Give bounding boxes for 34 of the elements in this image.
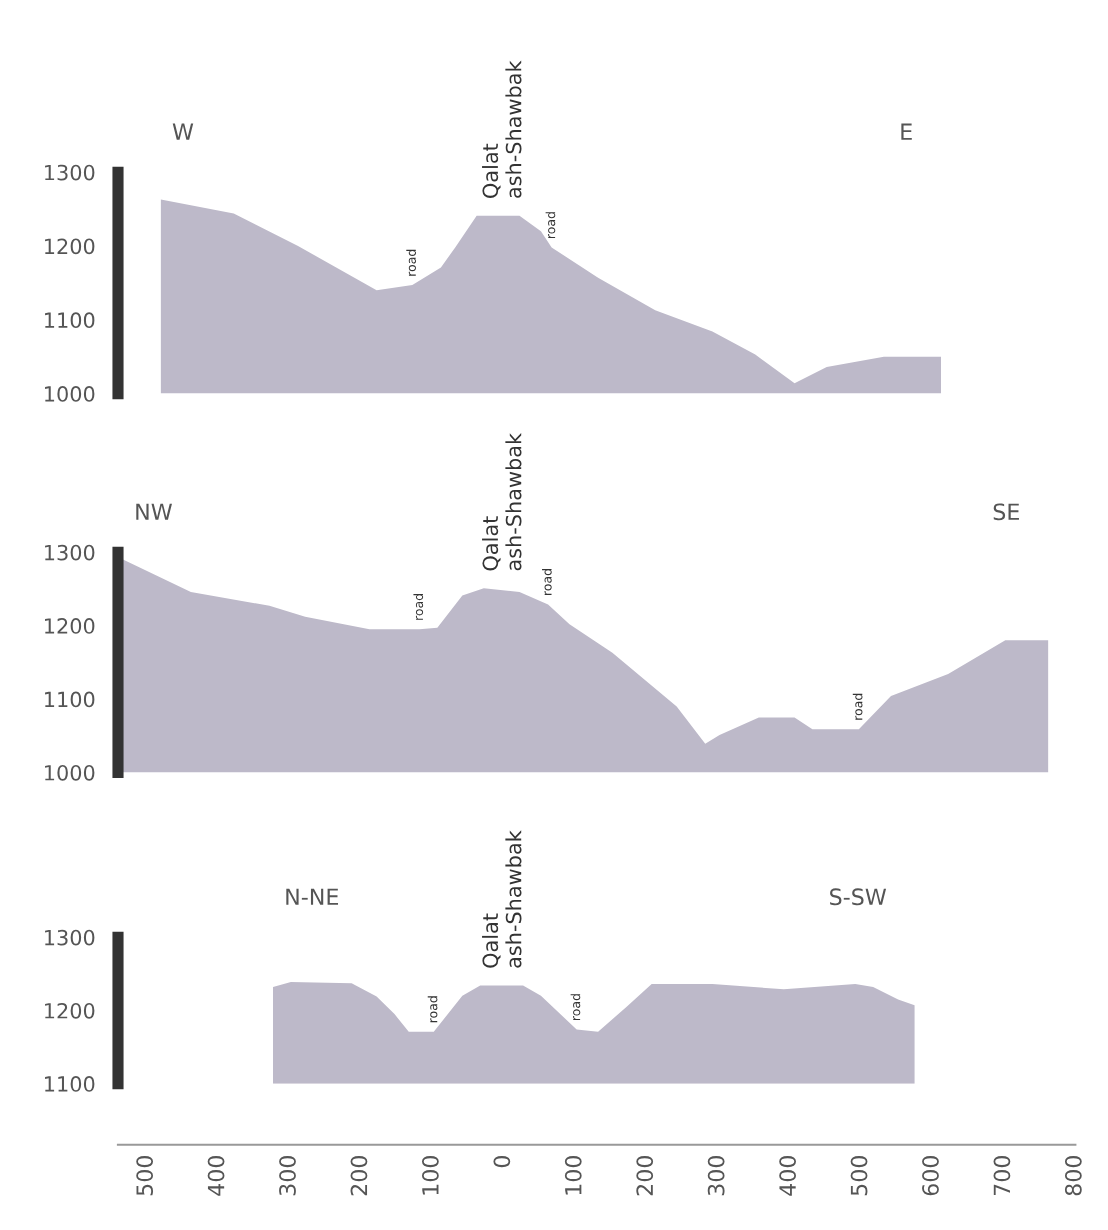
text: N-NE bbox=[286, 888, 339, 905]
y-tick-label: 1200 bbox=[45, 1002, 95, 1019]
y-tick-label: 1100 bbox=[45, 1076, 95, 1092]
x-tick-label: 500 bbox=[850, 1155, 868, 1196]
x-tick-label: 0 bbox=[493, 1155, 511, 1168]
x-tick-label: 300 bbox=[707, 1155, 725, 1196]
text: SE bbox=[993, 503, 1019, 521]
x-tick-label: 200 bbox=[636, 1155, 654, 1196]
x-tick-label: 800 bbox=[1064, 1155, 1082, 1196]
y-tick-label: 1200 bbox=[45, 618, 95, 634]
text: S-SW bbox=[830, 888, 887, 906]
y-tick-label: 1100 bbox=[45, 691, 95, 708]
x-tick-label: 100 bbox=[421, 1155, 439, 1195]
text: E bbox=[901, 123, 912, 140]
y-tick-label: 1100 bbox=[45, 312, 95, 329]
x-tick-label: 400 bbox=[779, 1155, 796, 1196]
annotation: Qalat ash-Shawbak bbox=[482, 830, 522, 968]
y-tick-label: 1300 bbox=[45, 929, 95, 946]
text: W bbox=[172, 123, 194, 140]
y-tick-label: 1300 bbox=[45, 164, 95, 181]
x-tick-label: 100 bbox=[564, 1155, 582, 1195]
y-tick-label: 1000 bbox=[45, 386, 95, 402]
x-tick-label: 400 bbox=[207, 1155, 225, 1196]
x-tick-label: 500 bbox=[136, 1155, 154, 1196]
y-tick-label: 1300 bbox=[45, 544, 95, 561]
x-tick-label: 600 bbox=[922, 1155, 939, 1196]
x-tick-label: 300 bbox=[279, 1155, 296, 1196]
x-tick-label: 200 bbox=[350, 1155, 368, 1196]
y-tick-label: 1200 bbox=[45, 238, 95, 255]
annotation: Qalat ash-Shawbak bbox=[482, 60, 522, 198]
y-tick-label: 1000 bbox=[45, 764, 95, 781]
text: NW bbox=[136, 503, 172, 520]
annotation: Qalat ash-Shawbak bbox=[482, 432, 522, 571]
x-tick-label: 700 bbox=[993, 1155, 1011, 1196]
